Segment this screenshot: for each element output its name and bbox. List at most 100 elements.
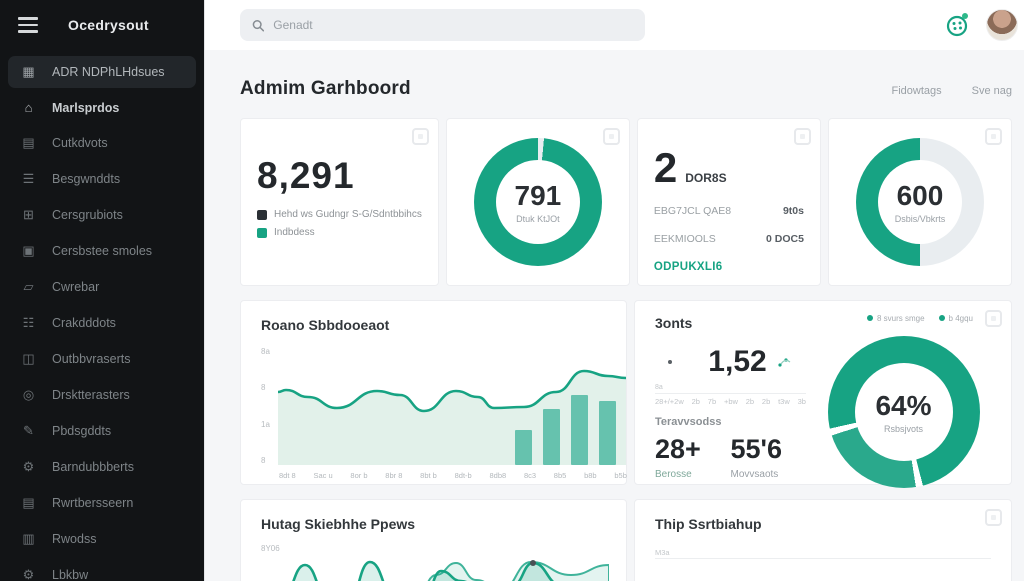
main-area: Admim Garhboord Fidowtags Sve nag 8,291 …: [205, 0, 1024, 581]
sort-link[interactable]: Sve nag: [971, 85, 1012, 97]
x-tick-label: 8dt-b: [454, 471, 472, 480]
home-icon: ⌂: [24, 100, 33, 115]
days-link[interactable]: ODPUKXLI6: [653, 261, 723, 273]
bar: [542, 409, 560, 465]
stat-label: Movvsaots: [730, 469, 779, 480]
y-tick-label: 8a: [261, 347, 270, 356]
sales-card: 3onts 8 svurs smge b 4gqu 1,52: [634, 300, 1012, 488]
sidebar-item[interactable]: ▣ Cersbstee smoles: [8, 235, 196, 267]
legend-label: Hehd ws Gudngr S-G/Sdntbbihcs: [274, 209, 422, 220]
sales-section-label: Teravvsodss: [655, 416, 722, 428]
y-tick-label: 8: [261, 383, 266, 393]
subscribers-value: 600: [896, 180, 944, 211]
card-menu-icon[interactable]: [985, 128, 1002, 145]
reports-marker: [530, 560, 536, 566]
legend-swatch: [257, 227, 267, 238]
stat-row-label: EBG7JCL QAE8: [653, 205, 732, 217]
sidebar-item-label: Lbkbw: [52, 568, 89, 581]
report-icon: ▥: [22, 531, 35, 546]
clicks-value: 791: [514, 180, 562, 211]
sidebar-item[interactable]: ⌂ Marlsprdos: [8, 92, 196, 123]
sidebar-item[interactable]: ▤ Rwrtbersseern: [8, 487, 196, 519]
frame-icon: ⊞: [23, 207, 34, 222]
visitors-value: 8,291: [257, 155, 355, 196]
search-box[interactable]: [240, 9, 645, 41]
revenue-y-axis: 8a 8 1a 8: [261, 345, 278, 465]
stat-value: 55'6: [730, 434, 782, 464]
x-tick-label: Sac u: [313, 471, 333, 480]
sidebar-item[interactable]: ▥ Rwodss: [8, 523, 196, 555]
gear-icon: ⚙: [22, 567, 35, 581]
sidebar-item[interactable]: ⚙ Barndubbberts: [8, 451, 196, 483]
y-tick-label: 1a: [261, 419, 270, 429]
bar: [514, 430, 532, 465]
sidebar-item[interactable]: ▱ Cwrebar: [8, 271, 196, 303]
stat-value: 28+: [655, 434, 701, 464]
sidebar-item-label: Barndubbberts: [52, 460, 135, 474]
sidebar-item[interactable]: ◫ Outbbvraserts: [8, 343, 196, 375]
sidebar-item[interactable]: ☷ Crakdddots: [8, 307, 196, 339]
days-value: 2: [653, 144, 678, 191]
filters-link[interactable]: Fidowtags: [891, 85, 942, 97]
trend-icon: [778, 358, 791, 367]
clicks-label: Dtuk KtJOt: [516, 214, 560, 224]
app-logo: Ocedrysout: [68, 17, 149, 33]
search-input[interactable]: [273, 18, 633, 32]
sidebar-item-label: ADR NDPhLHdsues: [52, 65, 165, 79]
page-title: Admim Garhboord: [240, 78, 411, 99]
sidebar-item-label: Rwodss: [52, 532, 97, 546]
sidebar-item-label: Besgwnddts: [52, 172, 121, 186]
reports-card: Hutag Skiebhhe Ppews 8Y06: [240, 499, 627, 581]
sidebar-item[interactable]: ✎ Pbdsgddts: [8, 415, 196, 447]
sidebar-item-label: Cersgrubiots: [52, 208, 123, 222]
revenue-line: [277, 369, 626, 413]
sidebar-item-label: Cersbstee smoles: [52, 244, 153, 258]
user-avatar[interactable]: [986, 9, 1018, 41]
stat-label: Berosse: [655, 469, 692, 480]
legend-item: Indbdess: [257, 227, 422, 238]
tick-label: 28+/+2w: [655, 397, 684, 406]
legend-dot-icon: [938, 315, 945, 321]
sidebar-item[interactable]: ▤ Cutkdvots: [8, 127, 196, 159]
sidebar-item[interactable]: ◎ Drsktterasters: [8, 379, 196, 411]
tick-label: 2b: [691, 397, 700, 406]
stack-icon: ☷: [22, 315, 35, 330]
tick-label: +bw: [723, 397, 738, 406]
summary-divider-label: M3a: [655, 548, 670, 557]
reports-title: Hutag Skiebhhe Ppews: [261, 516, 416, 532]
stat-row-value: 9t0s: [782, 205, 804, 217]
sidebar-item-label: Cwrebar: [52, 280, 100, 294]
layout-icon: ◫: [22, 351, 35, 366]
page-content: Admim Garhboord Fidowtags Sve nag 8,291 …: [205, 50, 1024, 581]
legend-swatch: [257, 209, 267, 220]
tick-label: 2b: [745, 397, 755, 406]
chart-icon: ▱: [23, 279, 34, 294]
sales-donut-value: 64%: [875, 390, 932, 421]
sidebar-item[interactable]: ⊞ Cersgrubiots: [8, 199, 196, 231]
card-menu-icon[interactable]: [985, 310, 1002, 327]
days-card: 2 DOR8S EBG7JCL QAE8 9t0s EEKMIOOLS 0 DOC…: [636, 118, 821, 286]
x-tick-label: 8or b: [350, 471, 368, 480]
sales-ticks: 28+/+2w 2b 7b +bw 2b 2b t3w 3b: [655, 397, 806, 406]
visitors-legend: Hehd ws Gudngr S-G/Sdntbbihcs Indbdess: [257, 209, 422, 238]
sidebar-item-label: Cutkdvots: [52, 136, 108, 150]
sidebar-item[interactable]: ⚙ Lbkbw: [8, 559, 196, 581]
bullet-icon: [668, 360, 673, 364]
dashboard-icon: ▦: [22, 64, 35, 79]
card-menu-icon[interactable]: [793, 128, 811, 145]
clicks-donut: 791 Dtuk KtJOt: [473, 138, 602, 266]
days-rows: EBG7JCL QAE8 9t0s EEKMIOOLS 0 DOC5: [654, 205, 804, 245]
sidebar-item[interactable]: ☰ Besgwnddts: [8, 163, 196, 195]
sidebar-menu: ▦ ADR NDPhLHdsues ⌂ Marlsprdos ▤ Cutkdvots…: [0, 50, 204, 581]
legend-item: b 4gqu: [938, 314, 973, 323]
notification-icon[interactable]: [944, 11, 972, 39]
card-menu-icon[interactable]: [985, 509, 1002, 526]
x-tick-label: 8b5: [553, 471, 567, 480]
sidebar-item[interactable]: ▦ ADR NDPhLHdsues: [8, 56, 196, 88]
subscribers-card: 600 Dsbis/Vbkrts: [827, 118, 1012, 286]
card-menu-icon[interactable]: [411, 128, 429, 145]
summary-card: Thip Ssrtbiahup M3a 9b: [634, 499, 1012, 581]
card-menu-icon[interactable]: [602, 128, 620, 145]
hamburger-menu-icon[interactable]: [18, 17, 38, 33]
